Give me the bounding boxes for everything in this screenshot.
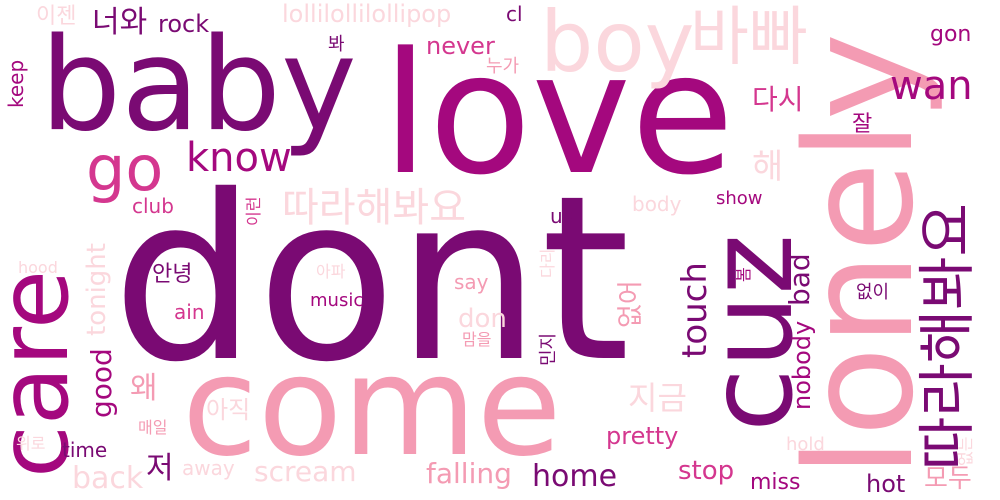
word-해: 해 xyxy=(752,147,784,187)
word-miss: miss xyxy=(750,470,801,495)
word-music: music xyxy=(310,290,364,311)
word-baby: baby xyxy=(40,11,357,160)
word-dont: dont xyxy=(112,146,631,412)
word-never: never xyxy=(426,32,495,60)
word-안녕: 안녕 xyxy=(152,262,193,287)
word-wan: wan xyxy=(890,63,973,109)
word-tonight: tonight xyxy=(82,243,112,336)
word-왜: 왜 xyxy=(130,371,158,406)
word-아직: 아직 xyxy=(206,396,251,424)
word-맘을: 맘을 xyxy=(462,330,492,349)
word-back: back xyxy=(72,461,144,496)
word-지금: 지금 xyxy=(628,379,687,417)
word-touch: touch xyxy=(675,262,715,358)
word-없어: 없어 xyxy=(616,280,646,328)
word-body: body xyxy=(632,192,682,216)
word-falling: falling xyxy=(426,457,512,490)
word-hood: hood xyxy=(18,258,58,277)
word-매일: 매일 xyxy=(138,418,168,437)
word-nobody: nobody xyxy=(788,320,816,410)
word-누가: 누가 xyxy=(486,56,520,77)
word-다시: 다시 xyxy=(752,83,804,116)
word-이젠: 이젠 xyxy=(36,4,77,29)
word-ain: ain xyxy=(174,300,205,324)
word-say: say xyxy=(454,270,489,294)
word-gon: gon xyxy=(930,22,972,47)
word-show: show xyxy=(716,188,763,209)
word-바빠: 바빠 xyxy=(690,1,808,75)
word-hot: hot xyxy=(866,470,906,498)
word-lollipop: lollilollilollipop xyxy=(282,0,452,28)
word-away: away xyxy=(182,456,235,480)
word-이런: 이런 xyxy=(244,196,263,226)
word-저: 저 xyxy=(146,451,174,486)
word-위로: 위로 xyxy=(16,434,46,453)
word-know: know xyxy=(186,135,292,181)
word-don: don xyxy=(458,304,507,334)
word-good: good xyxy=(85,348,118,418)
word-pretty: pretty xyxy=(606,422,679,450)
word-봄: 봄 xyxy=(734,267,753,282)
word-다리: 다리 xyxy=(538,248,557,278)
word-너와: 너와 xyxy=(92,5,148,40)
word-us: us xyxy=(550,204,574,228)
word-잘: 잘 xyxy=(852,112,873,137)
word-따라해봐요-h: 따라해봐요 xyxy=(282,185,466,231)
word-love: love xyxy=(382,16,735,212)
word-민지: 민지 xyxy=(538,332,559,366)
word-bad: bad xyxy=(783,253,816,306)
word-club: club xyxy=(132,194,174,218)
word-봐: 봐 xyxy=(328,34,345,55)
word-go: go xyxy=(86,132,164,205)
word-come: come xyxy=(182,326,562,487)
word-rock: rock xyxy=(158,10,210,38)
word-boy: boy xyxy=(540,0,695,91)
word-없이: 없이 xyxy=(856,282,890,303)
word-hold: hold xyxy=(786,434,825,455)
word-아파: 아파 xyxy=(316,262,346,281)
word-time: time xyxy=(62,438,108,462)
word-keep: keep xyxy=(4,59,28,108)
word-stop: stop xyxy=(678,456,735,486)
word-scream: scream xyxy=(254,455,357,488)
word-모두: 모두 xyxy=(924,464,972,494)
word-cl: cl xyxy=(506,2,523,26)
word-없는: 없는 xyxy=(956,436,975,466)
word-따라해봐요-v: 따라해봐요 xyxy=(913,203,981,470)
word-home: home xyxy=(532,459,618,494)
